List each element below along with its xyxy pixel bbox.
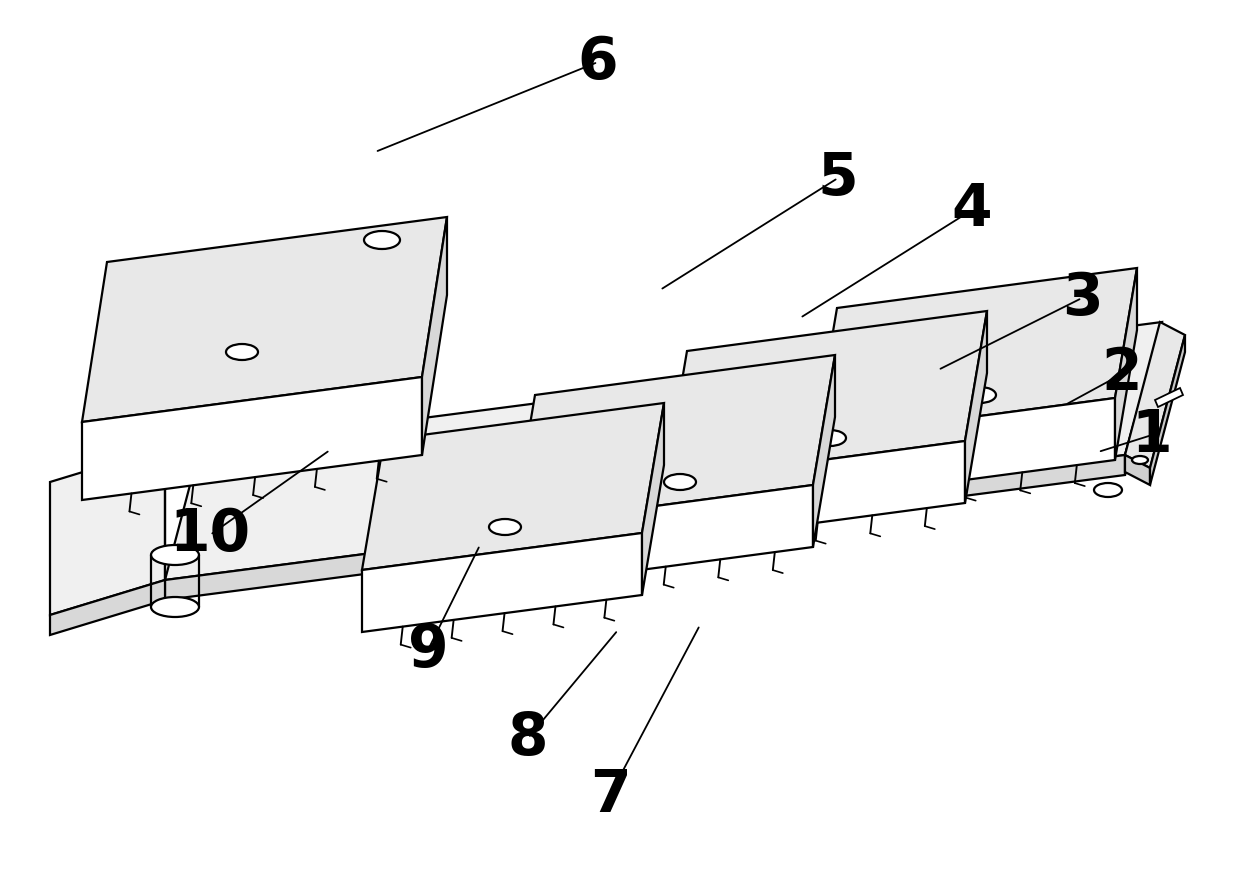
Polygon shape: [165, 322, 1162, 580]
Ellipse shape: [663, 474, 696, 490]
Text: 2: 2: [1101, 346, 1142, 403]
Text: 8: 8: [507, 709, 548, 766]
Ellipse shape: [489, 519, 521, 535]
Polygon shape: [1115, 268, 1137, 460]
Polygon shape: [50, 447, 165, 615]
Polygon shape: [82, 377, 422, 500]
Ellipse shape: [813, 430, 846, 446]
Text: 3: 3: [1061, 269, 1102, 326]
Text: 7: 7: [590, 766, 630, 823]
Ellipse shape: [151, 597, 198, 617]
Text: 4: 4: [951, 181, 992, 238]
Ellipse shape: [365, 231, 401, 249]
Polygon shape: [813, 355, 835, 547]
Ellipse shape: [1094, 483, 1122, 497]
Polygon shape: [1125, 322, 1185, 468]
Polygon shape: [513, 485, 813, 587]
Text: 5: 5: [817, 149, 858, 206]
Polygon shape: [50, 580, 165, 635]
Polygon shape: [165, 455, 1125, 600]
Text: 9: 9: [408, 621, 449, 678]
Polygon shape: [513, 355, 835, 525]
Polygon shape: [815, 268, 1137, 438]
Polygon shape: [665, 441, 965, 543]
Ellipse shape: [151, 545, 198, 565]
Polygon shape: [1125, 455, 1149, 485]
Text: 1: 1: [1132, 406, 1172, 463]
Polygon shape: [1125, 322, 1162, 475]
Polygon shape: [815, 398, 1115, 500]
Ellipse shape: [226, 344, 258, 360]
Ellipse shape: [963, 387, 996, 403]
Ellipse shape: [1132, 456, 1148, 464]
Text: 6: 6: [578, 34, 619, 91]
Text: 10: 10: [170, 507, 250, 564]
Polygon shape: [1154, 388, 1183, 407]
Polygon shape: [82, 217, 446, 422]
Polygon shape: [642, 403, 663, 595]
Polygon shape: [422, 217, 446, 455]
Polygon shape: [665, 311, 987, 481]
Polygon shape: [1149, 335, 1185, 485]
Polygon shape: [362, 533, 642, 632]
Polygon shape: [965, 311, 987, 503]
Polygon shape: [362, 403, 663, 570]
